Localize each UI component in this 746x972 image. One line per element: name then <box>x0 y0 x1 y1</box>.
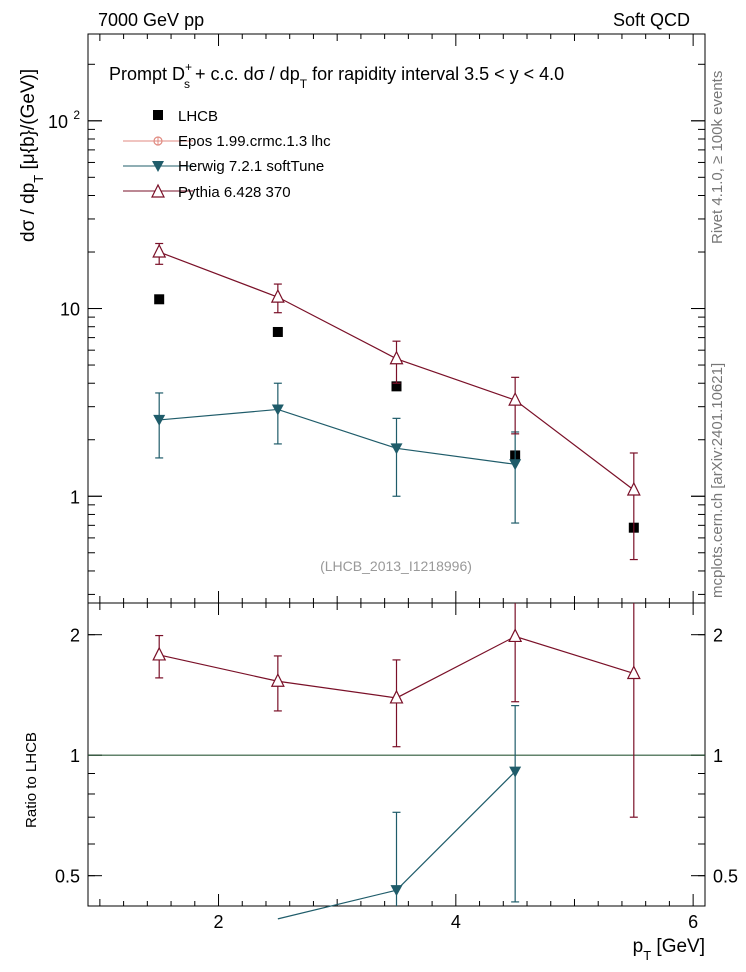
main-data-layer <box>152 242 641 561</box>
main-series-herwig <box>153 382 522 524</box>
main-y-tick-label-exponent: 2 <box>73 108 80 122</box>
main-pythia-point <box>270 288 285 303</box>
header-left-label: 7000 GeV pp <box>98 10 204 30</box>
legend-marker-lhcb <box>153 110 163 120</box>
main-lhcb-point <box>272 326 283 337</box>
legend-entry-lhcb: LHCB <box>153 108 218 125</box>
legend-label-pythia: Pythia 6.428 370 <box>178 184 291 201</box>
main-herwig-point <box>509 459 522 471</box>
x-axis-label: pT [GeV] <box>633 936 705 963</box>
analysis-id-label: (LHCB_2013_I1218996) <box>320 558 472 574</box>
ratio-y-tick-label: 2 <box>70 626 80 646</box>
x-tick-label: 2 <box>214 912 224 932</box>
main-herwig-point <box>271 404 284 416</box>
header-right-label: Soft QCD <box>613 10 690 30</box>
main-y-tick-label: 10 <box>48 112 68 132</box>
legend: LHCB Epos 1.99.crmc.1.3 lhc Herwig 7.2.1… <box>123 108 331 201</box>
main-pythia-point <box>626 481 641 496</box>
ratio-pythia-point <box>152 646 167 661</box>
main-lhcb-point <box>154 294 165 305</box>
legend-label-herwig: Herwig 7.2.1 softTune <box>178 158 324 175</box>
ratio-series-pythia <box>152 603 641 818</box>
main-y-axis-label: dσ / dpT [μ{b}/(GeV)] <box>18 69 46 242</box>
legend-entry-pythia: Pythia 6.428 370 <box>123 183 291 201</box>
legend-entry-epos: Epos 1.99.crmc.1.3 lhc <box>123 133 331 150</box>
side-rivet-label: Rivet 4.1.0, ≥ 100k events <box>709 71 726 244</box>
x-axis-label-sub: T <box>643 948 651 963</box>
plot-title-sub2: T <box>300 77 308 91</box>
x-tick-label: 4 <box>451 912 461 932</box>
main-y-axis-label-units: [μ{b}/(GeV)] <box>18 69 39 175</box>
main-pythia-point <box>389 350 404 365</box>
ratio-herwig-point <box>390 885 403 897</box>
legend-entry-herwig: Herwig 7.2.1 softTune <box>123 158 324 175</box>
x-axis-label-main: p <box>633 936 644 957</box>
main-herwig-point <box>390 443 403 455</box>
legend-label-lhcb: LHCB <box>178 108 218 125</box>
ratio-y-tick-label: 0.5 <box>55 867 80 887</box>
ratio-y-tick-label-right: 0.5 <box>713 867 738 887</box>
legend-label-epos: Epos 1.99.crmc.1.3 lhc <box>178 133 331 150</box>
ticks-layer: 1 10 10 2 2 4 6 0.5 0.5 1 1 2 2 <box>48 34 738 932</box>
main-pythia-point <box>508 391 523 406</box>
plot-title: Prompt D+ s + c.c. dσ / dpT for rapidity … <box>109 60 564 91</box>
ratio-herwig-point <box>509 766 522 778</box>
ratio-y-tick-label-right: 2 <box>713 626 723 646</box>
ratio-data-layer <box>88 603 705 920</box>
x-axis-label-units: [GeV] <box>651 936 705 957</box>
plot-title-sup: + <box>185 60 192 74</box>
ratio-pythia-point <box>270 672 285 687</box>
ratio-y-tick-label: 1 <box>70 746 80 766</box>
plot-title-suffix: for rapidity interval 3.5 < y < 4.0 <box>307 64 564 84</box>
main-series-pythia <box>152 242 641 561</box>
plot-title-sub: s <box>184 77 190 91</box>
plot-title-prefix: Prompt D <box>109 64 185 84</box>
ratio-series-herwig <box>277 705 522 920</box>
main-y-tick-label: 1 <box>70 487 80 507</box>
legend-marker-pythia <box>151 183 165 198</box>
main-herwig-line <box>159 408 516 465</box>
ratio-pythia-point <box>626 665 641 680</box>
ratio-y-tick-label-right: 1 <box>713 746 723 766</box>
ratio-pythia-point <box>508 628 523 643</box>
main-y-axis-label-sub: T <box>31 175 46 183</box>
x-tick-label: 6 <box>688 912 698 932</box>
main-herwig-point <box>153 414 166 426</box>
main-y-tick-label: 10 <box>60 300 80 320</box>
ratio-y-axis-label: Ratio to LHCB <box>23 732 40 828</box>
ratio-pythia-point <box>389 689 404 704</box>
plot-title-mid: + c.c. dσ / dp <box>190 64 300 84</box>
main-y-axis-label-main: dσ / dp <box>18 183 39 242</box>
main-pythia-point <box>152 243 167 258</box>
main-lhcb-point <box>391 381 402 392</box>
side-mcplots-label: mcplots.cern.ch [arXiv:2401.10621] <box>709 363 726 598</box>
legend-marker-herwig <box>152 161 164 172</box>
